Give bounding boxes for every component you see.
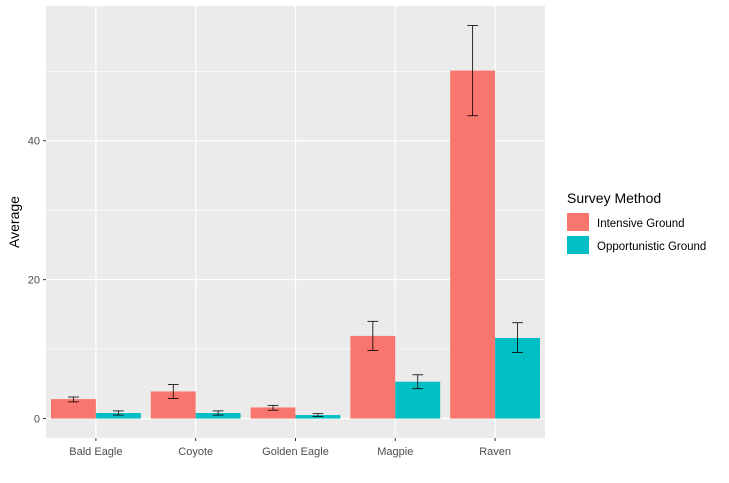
x-tick-label: Coyote <box>178 446 213 458</box>
legend-label-opportunistic: Opportunistic Ground <box>597 241 706 253</box>
bar <box>450 70 496 419</box>
x-tick-label: Magpie <box>377 446 413 458</box>
bar <box>195 412 241 419</box>
x-tick-label: Bald Eagle <box>69 446 122 458</box>
legend: Survey Method Intensive Ground Opportuni… <box>567 190 706 254</box>
legend-swatch-intensive <box>567 213 589 231</box>
x-axis: Bald Eagle Coyote Golden Eagle Magpie Raven <box>69 438 511 458</box>
x-tick-label: Golden Eagle <box>262 446 329 458</box>
y-tick-label: 40 <box>28 136 40 148</box>
y-axis: 0 20 40 <box>28 136 46 426</box>
legend-swatch-opportunistic <box>567 236 589 254</box>
bar <box>95 412 141 419</box>
legend-label-intensive: Intensive Ground <box>597 218 685 230</box>
y-tick-label: 0 <box>34 414 40 426</box>
error-bars <box>68 25 523 417</box>
y-tick-label: 20 <box>28 275 40 287</box>
x-tick-label: Raven <box>479 446 511 458</box>
legend-title: Survey Method <box>567 190 661 206</box>
bar <box>50 399 96 419</box>
y-axis-title: Average <box>6 196 22 248</box>
bar <box>250 407 296 419</box>
